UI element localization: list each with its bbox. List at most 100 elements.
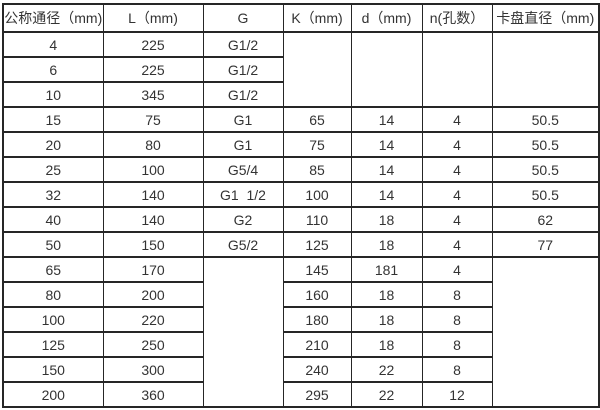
header-row: 公称通径（mm) L（mm) G K（mm) d（mm) n(孔数） 卡盘直径（mm) [2, 3, 600, 33]
table-cell: 140 [102, 181, 204, 208]
table-body: 4 225 G1/2 6 225 G1/2 10 345 G1/2 15 75 G1 65 14 4 50.5… [2, 31, 600, 408]
table-cell: 100 [102, 156, 204, 183]
table-cell: 250 [102, 331, 204, 358]
table-cell: 4 [421, 231, 493, 258]
table-cell: 50 [2, 231, 104, 258]
table-cell: 14 [350, 181, 423, 208]
table-cell: 150 [2, 356, 104, 383]
table-cell: 75 [282, 131, 352, 158]
table-cell: 4 [421, 206, 493, 233]
table-cell: 65 [282, 106, 352, 133]
table-cell: 50.5 [491, 156, 600, 183]
table-cell: 50.5 [491, 181, 600, 208]
table-row: 80 200 160 18 8 [2, 281, 599, 308]
table-cell: 8 [421, 281, 493, 308]
table-cell: 180 [282, 306, 352, 333]
table-cell [491, 31, 600, 108]
table-cell: 225 [102, 31, 204, 58]
table-cell: 210 [282, 331, 352, 358]
table-cell: 4 [2, 31, 104, 58]
table-cell: 40 [2, 206, 104, 233]
table-cell: 4 [421, 156, 493, 183]
table-cell: G5/4 [202, 156, 284, 183]
table-cell: 100 [2, 306, 104, 333]
table-cell: 18 [350, 281, 423, 308]
table-cell: 32 [2, 181, 104, 208]
table-cell [282, 31, 352, 108]
table-cell: 150 [102, 231, 204, 258]
table-cell: 200 [2, 381, 104, 408]
column-header-6: 卡盘直径（mm) [491, 3, 600, 33]
table-cell: 77 [491, 231, 600, 258]
table-cell: 160 [282, 281, 352, 308]
table-cell: 80 [102, 131, 204, 158]
table-cell: 50.5 [491, 131, 600, 158]
table-row: 50 150 G5/2 125 18 4 77 [2, 231, 600, 258]
table-row: 150 300 240 22 8 [2, 356, 599, 383]
table-cell: 14 [350, 156, 423, 183]
table-cell: 145 [282, 256, 352, 283]
table-cell: 10 [2, 81, 104, 108]
table-cell: 12 [421, 381, 493, 408]
column-header-0: 公称通径（mm) [2, 3, 104, 33]
table-row: 10 345 G1/2 [2, 81, 599, 108]
table-cell: 14 [350, 106, 423, 133]
table-cell: 22 [350, 381, 423, 408]
table-cell: G5/2 [202, 231, 284, 258]
table-cell: 25 [2, 156, 104, 183]
table-cell: 300 [102, 356, 204, 383]
table-cell: 85 [282, 156, 352, 183]
table-cell [350, 31, 423, 108]
table-cell: 18 [350, 306, 423, 333]
table-row: 15 75 G1 65 14 4 50.5 [2, 106, 600, 133]
table-row: 32 140 G1 1/2 100 14 4 50.5 [2, 181, 600, 208]
table-cell: 360 [102, 381, 204, 408]
table-row: 200 360 295 22 12 [2, 381, 599, 408]
table-cell: 125 [282, 231, 352, 258]
table-cell: G2 [202, 206, 284, 233]
table-cell: G1/2 [202, 81, 284, 108]
table-cell: 8 [421, 331, 493, 358]
table-cell: 110 [282, 206, 352, 233]
table-row: 100 220 180 18 8 [2, 306, 599, 333]
table-cell: 225 [102, 56, 204, 83]
table-cell: 18 [350, 331, 423, 358]
table-cell: 8 [421, 306, 493, 333]
table-cell: 80 [2, 281, 104, 308]
table-cell: 4 [421, 181, 493, 208]
table-cell: G1 [202, 131, 284, 158]
column-header-5: n(孔数） [421, 3, 493, 33]
table-cell: G1/2 [202, 31, 284, 58]
table-cell: G1 [202, 106, 284, 133]
table-row: 40 140 G2 110 18 4 62 [2, 206, 600, 233]
table-cell: 200 [102, 281, 204, 308]
table-cell: 140 [102, 206, 204, 233]
table-cell: 14 [350, 131, 423, 158]
table-cell: 181 [350, 256, 423, 283]
table-cell: 75 [102, 106, 204, 133]
column-header-1: L（mm) [102, 3, 204, 33]
table-cell: 4 [421, 256, 493, 283]
table-row: 25 100 G5/4 85 14 4 50.5 [2, 156, 600, 183]
column-header-3: K（mm) [282, 3, 352, 33]
table-row: 6 225 G1/2 [2, 56, 599, 83]
table-cell: 6 [2, 56, 104, 83]
column-header-2: G [202, 3, 284, 33]
table-cell: 50.5 [491, 106, 600, 133]
table-cell [202, 256, 284, 408]
table-cell: G1/2 [202, 56, 284, 83]
table-cell: 170 [102, 256, 204, 283]
table-cell: 8 [421, 356, 493, 383]
table-row: 125 250 210 18 8 [2, 331, 599, 358]
table-row: 20 80 G1 75 14 4 50.5 [2, 131, 600, 158]
table-cell: 4 [421, 106, 493, 133]
table-cell: 62 [491, 206, 600, 233]
table-cell: 345 [102, 81, 204, 108]
table-cell: 22 [350, 356, 423, 383]
table-cell: 240 [282, 356, 352, 383]
table-cell: 18 [350, 206, 423, 233]
table-cell [421, 31, 493, 108]
table-row: 65 170 145 181 4 [2, 256, 600, 408]
